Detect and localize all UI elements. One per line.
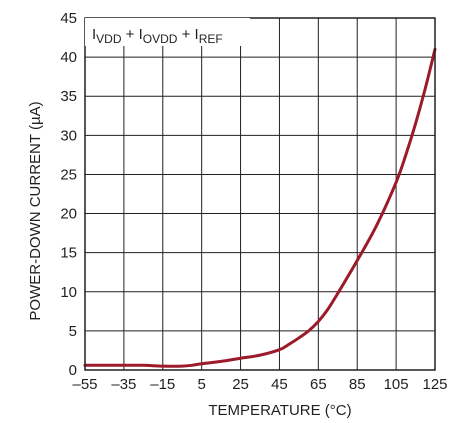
- legend-sub-vdd: VDD: [96, 32, 122, 46]
- y-tick-label: 20: [60, 206, 77, 223]
- y-tick-label: 45: [60, 10, 77, 27]
- legend-box: [85, 18, 250, 46]
- x-axis-title: TEMPERATURE (°C): [208, 402, 351, 419]
- legend-i-vdd: I: [92, 26, 96, 43]
- grid-lines: [85, 18, 435, 370]
- legend-plus-i-ref: + I: [177, 26, 198, 43]
- x-tick-label: 5: [197, 376, 205, 393]
- legend-sub-ref: REF: [199, 32, 223, 46]
- x-tick-label: 65: [310, 376, 327, 393]
- y-tick-label: 10: [60, 284, 77, 301]
- series-group: [83, 47, 437, 368]
- y-tick-label: 25: [60, 166, 77, 183]
- x-tick-label: 125: [422, 376, 447, 393]
- x-tick-label: –15: [150, 376, 175, 393]
- legend-label: IVDD + IOVDD + IREF: [92, 26, 223, 46]
- x-tick-labels: –55 –35 –15 5 25 45 65 85 105 125: [72, 376, 447, 393]
- x-tick-label: –55: [72, 376, 97, 393]
- x-tick-label: –35: [111, 376, 136, 393]
- y-tick-label: 5: [69, 323, 77, 340]
- plot-frame: [84, 17, 436, 371]
- y-tick-label: 0: [69, 362, 77, 379]
- x-tick-label: 45: [271, 376, 288, 393]
- x-tick-label: 85: [349, 376, 366, 393]
- series-line: [83, 47, 437, 368]
- y-tick-labels: 0 5 10 15 20 25 30 35 40 45: [60, 10, 77, 379]
- y-axis-title: POWER-DOWN CURRENT (µA): [27, 101, 44, 320]
- x-tick-label: 105: [384, 376, 409, 393]
- y-tick-label: 35: [60, 88, 77, 105]
- y-tick-label: 30: [60, 127, 77, 144]
- y-tick-label: 15: [60, 245, 77, 262]
- legend-plus-i-ovdd: + I: [122, 26, 143, 43]
- x-tick-label: 25: [232, 376, 249, 393]
- legend-sub-ovdd: OVDD: [143, 32, 178, 46]
- y-tick-label: 40: [60, 49, 77, 66]
